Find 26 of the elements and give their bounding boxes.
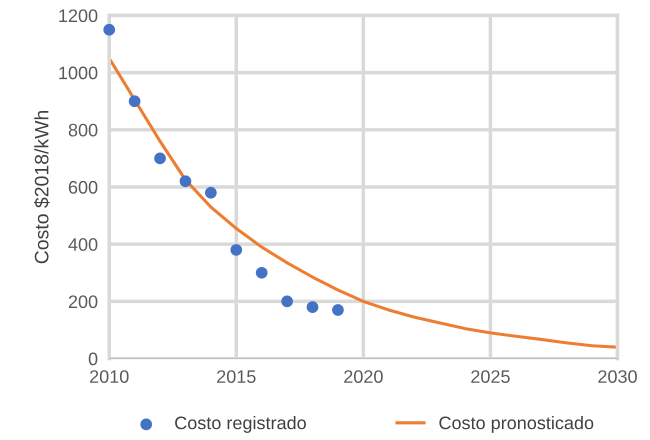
point (306, 301, 318, 313)
x-tick-label: 2015 (217, 370, 256, 383)
y-tick-label: 1000 (59, 66, 98, 80)
x-tick-label: 2020 (344, 370, 383, 383)
y-tick-label: 0 (88, 352, 98, 366)
y-tick-label: 400 (68, 238, 98, 251)
y-axis-title: Costo $2018/kWh (34, 110, 50, 264)
legend-label: Costo pronosticado (439, 416, 594, 433)
x-tick-label: 2030 (598, 370, 637, 383)
y-tick-label: 1200 (59, 9, 98, 22)
point (180, 175, 192, 188)
x-tick-label: 2025 (471, 370, 510, 383)
point (205, 186, 217, 199)
point (332, 304, 344, 316)
point (281, 296, 293, 308)
line-series (109, 56, 618, 349)
point (128, 95, 140, 108)
x-tick-label: 2010 (90, 370, 129, 383)
y-tick-label: 200 (68, 295, 98, 308)
point (154, 152, 166, 164)
point (103, 24, 116, 36)
point (256, 266, 268, 279)
point (230, 244, 242, 256)
y-tick-label: 600 (68, 180, 98, 194)
legend-label: Costo registrado (175, 416, 306, 433)
y-tick-label: 800 (68, 124, 98, 137)
